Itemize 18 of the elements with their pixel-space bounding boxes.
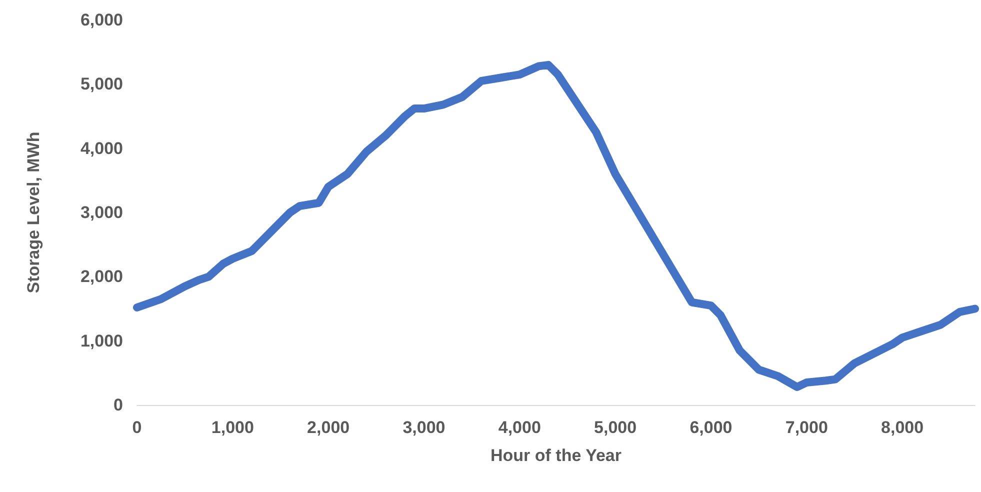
x-tick-label: 1,000 bbox=[211, 418, 254, 437]
x-tick-label: 4,000 bbox=[498, 418, 541, 437]
y-tick-label: 6,000 bbox=[80, 10, 123, 30]
y-tick-label: 4,000 bbox=[80, 138, 123, 158]
x-tick-label: 0 bbox=[132, 418, 142, 437]
x-tick-label: 3,000 bbox=[402, 418, 446, 437]
x-tick-label: 8,000 bbox=[881, 418, 924, 437]
x-tick-label: 5,000 bbox=[594, 418, 637, 437]
y-tick-label: 2,000 bbox=[80, 267, 123, 286]
x-tick-label: 7,000 bbox=[785, 418, 828, 437]
y-tick-label: 3,000 bbox=[80, 203, 123, 222]
y-axis-title: Storage Level, MWh bbox=[24, 132, 43, 294]
x-axis-title: Hour of the Year bbox=[490, 446, 622, 465]
y-tick-label: 5,000 bbox=[80, 74, 123, 94]
x-tick-label: 2,000 bbox=[307, 418, 350, 437]
y-tick-label: 1,000 bbox=[80, 331, 123, 350]
y-tick-label: 0 bbox=[114, 396, 123, 414]
x-tick-label: 6,000 bbox=[690, 418, 732, 437]
